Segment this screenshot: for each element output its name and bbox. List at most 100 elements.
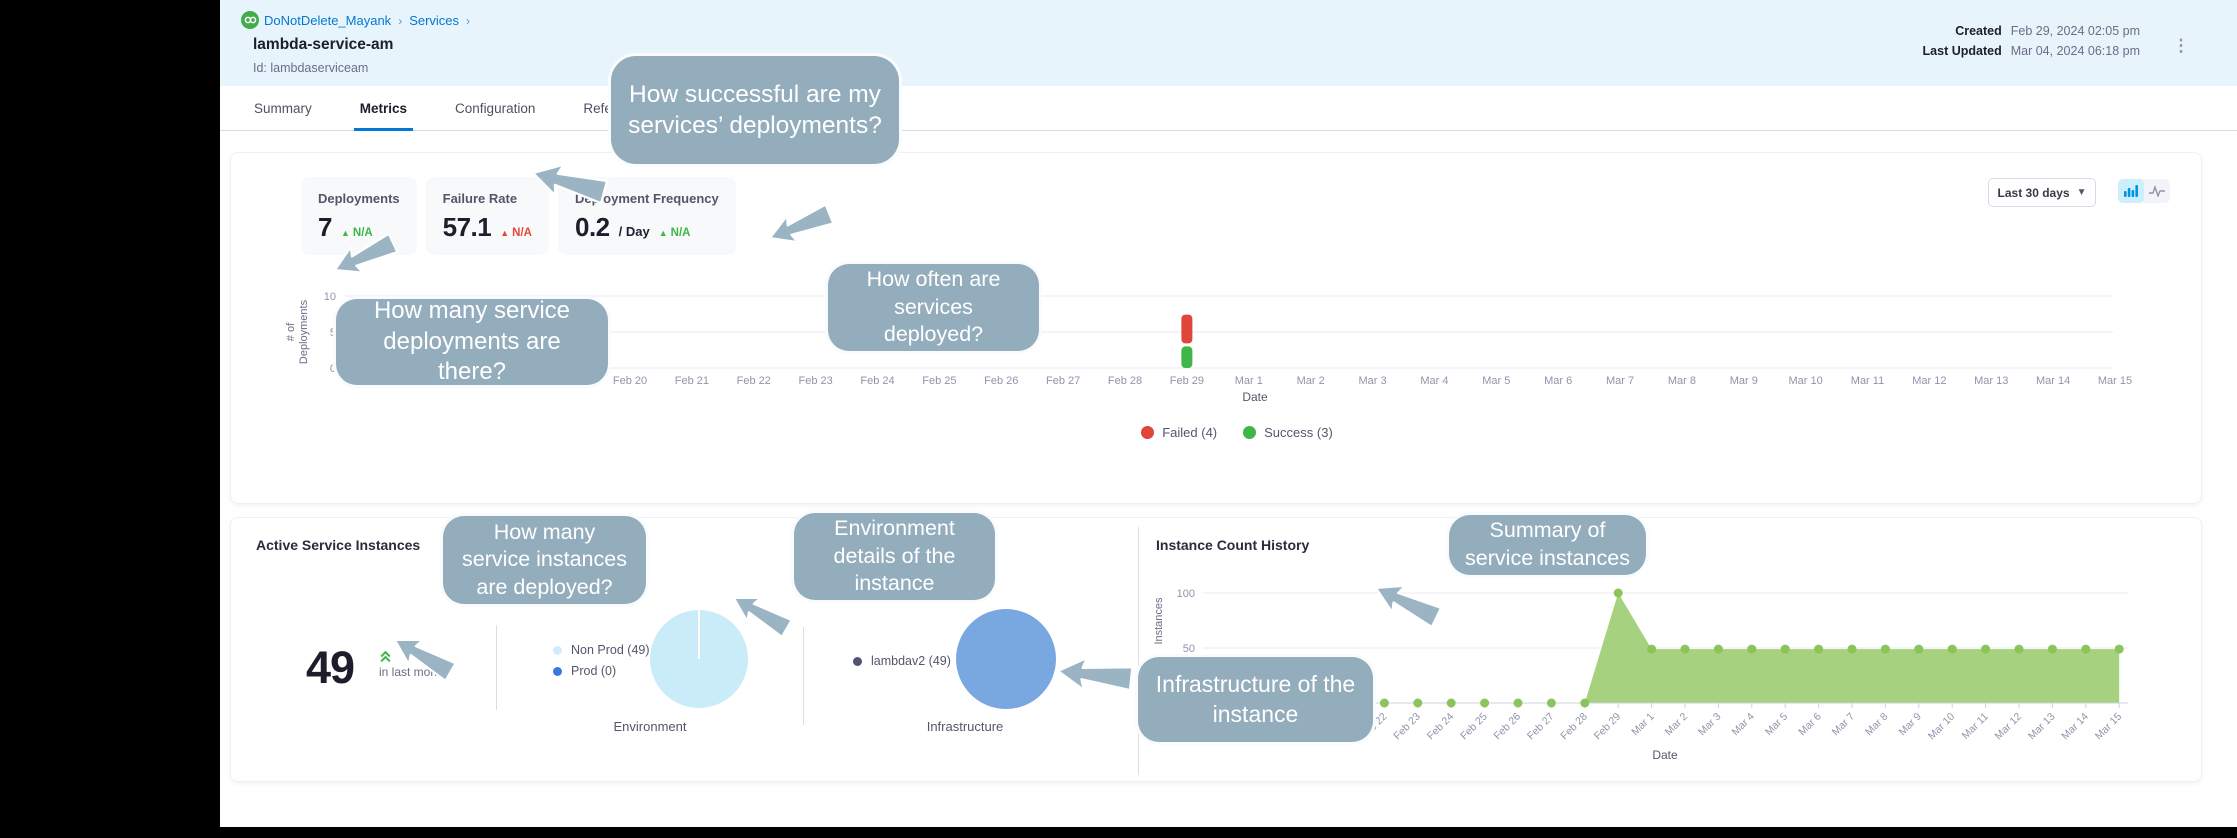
tab-configuration[interactable]: Configuration xyxy=(455,100,536,116)
instance-trend: in last month xyxy=(379,650,447,679)
y-axis-title: Instances xyxy=(1153,597,1165,645)
x-tick-label: Mar 14 xyxy=(2059,711,2091,743)
x-tick-label: Feb 24 xyxy=(860,375,894,387)
x-tick-label: Mar 8 xyxy=(1863,711,1891,739)
more-options-icon[interactable]: ⋮ xyxy=(2172,36,2190,55)
bar-segment-failed[interactable] xyxy=(1181,314,1193,344)
data-point[interactable] xyxy=(1747,644,1757,654)
legend-item[interactable]: Success (3) xyxy=(1243,425,1333,440)
double-chevron-up-icon xyxy=(380,650,391,663)
data-point[interactable] xyxy=(1446,698,1456,708)
data-point[interactable] xyxy=(1713,644,1723,654)
data-point[interactable] xyxy=(1413,698,1423,708)
x-tick-label: Feb 23 xyxy=(799,375,833,387)
breadcrumb-project-link[interactable]: DoNotDelete_Mayank xyxy=(264,13,392,28)
legend-dot-icon xyxy=(1141,426,1155,439)
divider xyxy=(1138,527,1139,775)
bar-chart-icon xyxy=(2124,185,2138,197)
x-tick-label: Mar 5 xyxy=(1763,711,1791,739)
x-tick-label: Feb 23 xyxy=(1391,711,1423,743)
x-tick-label: Mar 6 xyxy=(1544,375,1572,387)
data-point[interactable] xyxy=(1546,698,1556,708)
callout-infrastructure: Infrastructure of the instance xyxy=(1135,654,1376,745)
y-tick-label: 5 xyxy=(330,327,336,339)
trend-badge: ▲ N/A xyxy=(658,227,691,239)
cd-module-icon xyxy=(241,11,259,29)
metric-value: 57.1 xyxy=(442,212,492,242)
data-point[interactable] xyxy=(1647,644,1657,654)
environment-caption: Environment xyxy=(613,719,687,734)
data-point[interactable] xyxy=(1680,644,1690,654)
metric-chips: Deployments 7 ▲ N/A Failure Rate 57.1 ▲ N/… xyxy=(301,177,736,255)
data-point[interactable] xyxy=(1580,698,1590,708)
breadcrumb-services-link[interactable]: Services xyxy=(409,13,460,28)
data-point[interactable] xyxy=(2047,644,2057,654)
data-point[interactable] xyxy=(1379,698,1389,708)
data-point[interactable] xyxy=(1880,644,1890,654)
deployments-chart-legend: Failed (4) Success (3) xyxy=(1077,425,1397,440)
trend-badge: ▲ N/A xyxy=(340,227,373,239)
data-point[interactable] xyxy=(1480,698,1490,708)
divider xyxy=(803,627,804,725)
pie-slice[interactable] xyxy=(956,609,1056,709)
data-point[interactable] xyxy=(1513,698,1523,708)
bar-chart-toggle[interactable] xyxy=(2118,179,2144,203)
legend-item[interactable]: Failed (4) xyxy=(1141,425,1217,440)
data-point[interactable] xyxy=(1981,644,1991,654)
x-tick-label: Mar 1 xyxy=(1235,375,1263,387)
x-tick-label: Mar 15 xyxy=(2098,375,2132,387)
legend-item[interactable]: lambdav2 (49) xyxy=(853,654,951,668)
x-tick-label: Feb 22 xyxy=(737,375,771,387)
x-tick-label: Mar 2 xyxy=(1297,375,1325,387)
x-tick-label: Mar 3 xyxy=(1358,375,1386,387)
data-point[interactable] xyxy=(2081,644,2091,654)
callout-deployment-frequency: How often are services deployed? xyxy=(825,261,1042,354)
y-tick-label: 0 xyxy=(330,363,336,375)
y-tick-label: 100 xyxy=(1177,588,1195,600)
x-tick-label: Feb 29 xyxy=(1170,375,1204,387)
breadcrumb-separator: › xyxy=(398,13,403,28)
service-dashboard: DoNotDelete_Mayank › Services › lambda-s… xyxy=(220,0,2237,827)
chart-type-toggle xyxy=(2118,179,2170,203)
data-point[interactable] xyxy=(1914,644,1924,654)
legend-label: lambdav2 (49) xyxy=(871,654,951,668)
bar-segment-success[interactable] xyxy=(1181,346,1193,368)
y-axis-title: # ofDeployments xyxy=(285,299,310,364)
data-point[interactable] xyxy=(1814,644,1824,654)
environment-legend: Non Prod (49) Prod (0) xyxy=(553,643,650,678)
x-tick-label: Feb 28 xyxy=(1108,375,1142,387)
x-axis-title: Date xyxy=(1242,390,1268,404)
tab-summary[interactable]: Summary xyxy=(254,100,312,116)
infrastructure-pie-chart xyxy=(956,609,1056,709)
environment-pie-chart xyxy=(650,610,748,708)
legend-item[interactable]: Non Prod (49) xyxy=(553,643,650,657)
time-range-dropdown[interactable]: Last 30 days ▼ xyxy=(1988,178,2096,207)
metric-value: 0.2 xyxy=(574,212,610,242)
tab-metrics[interactable]: Metrics xyxy=(354,86,413,131)
x-tick-label: Feb 28 xyxy=(1558,711,1590,743)
callout-environment: Environment details of the instance xyxy=(791,510,998,603)
x-tick-label: Feb 21 xyxy=(675,375,709,387)
failure-rate-metric: Failure Rate 57.1 ▲ N/A xyxy=(425,177,549,255)
data-point[interactable] xyxy=(1847,644,1857,654)
data-point[interactable] xyxy=(1613,588,1623,598)
x-tick-label: Mar 11 xyxy=(1960,711,1991,742)
data-point[interactable] xyxy=(2114,644,2124,654)
metric-unit: / Day xyxy=(618,224,650,239)
active-instances-title: Active Service Instances xyxy=(256,537,421,553)
metric-label: Failure Rate xyxy=(442,191,518,206)
data-point[interactable] xyxy=(1947,644,1957,654)
legend-label: Failed (4) xyxy=(1162,425,1218,440)
page-header: DoNotDelete_Mayank › Services › lambda-s… xyxy=(220,0,2237,86)
data-point[interactable] xyxy=(1780,644,1790,654)
deployments-bar-chart: 0 5 10 # ofDeployments Feb 20 Feb 21 Feb 22 Feb… xyxy=(285,291,2132,404)
x-tick-label: Feb 27 xyxy=(1525,711,1557,743)
x-tick-label: Feb 25 xyxy=(1458,711,1490,743)
data-point[interactable] xyxy=(2014,644,2024,654)
x-tick-label: Mar 9 xyxy=(1896,711,1924,739)
callout-instance-summary: Summary of service instances xyxy=(1446,512,1649,578)
line-chart-toggle[interactable] xyxy=(2144,179,2170,203)
legend-label: Prod (0) xyxy=(571,664,617,678)
legend-item[interactable]: Prod (0) xyxy=(553,664,650,678)
